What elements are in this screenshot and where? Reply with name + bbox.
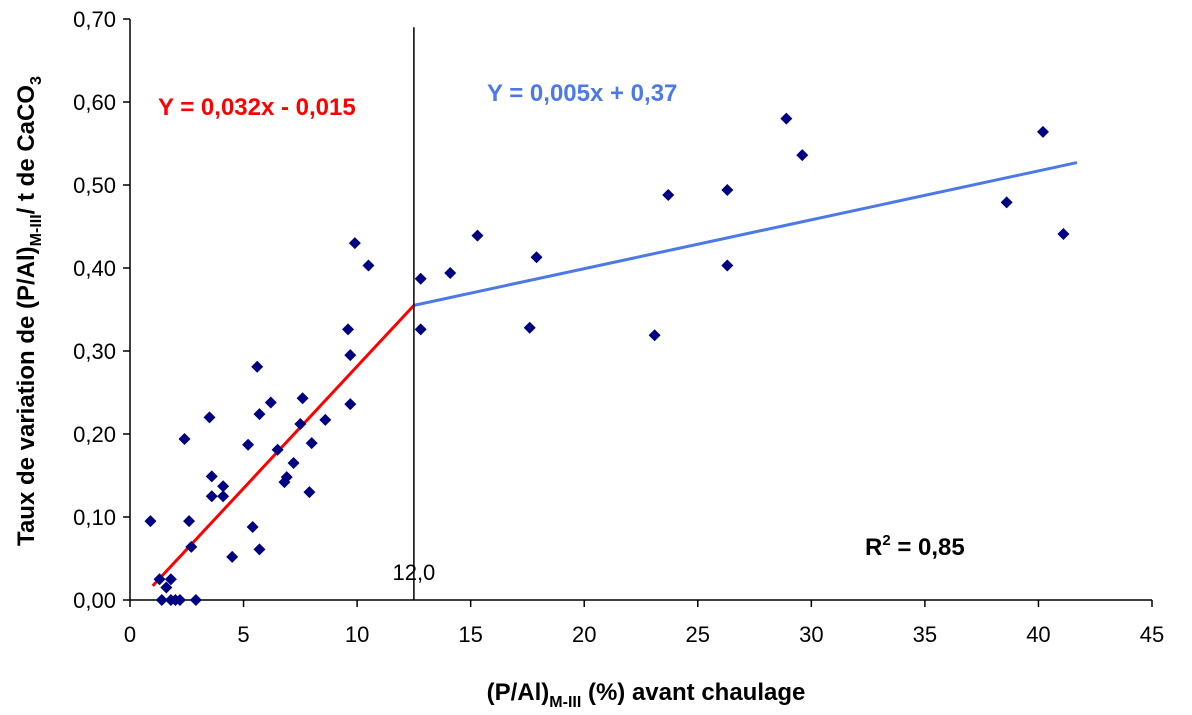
threshold-group: 12,0 (392, 27, 435, 600)
data-point (160, 581, 173, 594)
data-point (253, 543, 266, 556)
x-tick-label: 40 (1026, 622, 1050, 647)
data-point (523, 321, 536, 334)
data-point (203, 411, 216, 424)
x-axis-title-main: (P/Al) (487, 679, 550, 706)
data-point (1036, 125, 1049, 138)
data-point (721, 259, 734, 272)
data-point (205, 490, 218, 503)
data-point (1000, 196, 1013, 209)
data-point (280, 471, 293, 484)
data-point (344, 398, 357, 411)
data-point (530, 251, 543, 264)
data-point (319, 413, 332, 426)
data-point (362, 259, 375, 272)
x-tick-label: 0 (124, 622, 136, 647)
data-point (226, 550, 239, 563)
fit-label-right: Y = 0,005x + 0,37 (487, 80, 677, 107)
fit-line-left (151, 304, 415, 587)
y-axis-title-sub: M-III (28, 214, 45, 246)
data-point (305, 437, 318, 450)
r-squared-sup: 2 (882, 532, 890, 549)
x-axis-title: (P/Al)M-III (%) avant chaulage (487, 679, 806, 711)
data-point (296, 392, 309, 405)
data-points (144, 112, 1070, 606)
data-point (205, 470, 218, 483)
data-point (253, 408, 266, 421)
y-tick-label: 0,20 (73, 422, 116, 447)
y-tick-label: 0,10 (73, 505, 116, 530)
data-point (348, 237, 361, 250)
data-point (271, 443, 284, 456)
y-tick-labels: 0,00 0,10 0,20 0,30 0,40 0,50 0,60 0,70 (73, 7, 116, 613)
data-point (173, 594, 186, 606)
data-point (444, 266, 457, 279)
data-point (246, 520, 259, 533)
axes (123, 18, 1153, 607)
r-squared: R2 = 0,85 (865, 532, 965, 561)
x-tick-label: 25 (686, 622, 710, 647)
y-tick-label: 0,60 (73, 90, 116, 115)
data-point (344, 349, 357, 362)
x-tick-label: 5 (237, 622, 249, 647)
data-point (342, 323, 355, 336)
x-tick-label: 35 (913, 622, 937, 647)
x-tick-label: 10 (345, 622, 369, 647)
fit-label-left: Y = 0,032x - 0,015 (158, 94, 356, 121)
data-point (1057, 227, 1070, 240)
x-tick-label: 45 (1140, 622, 1164, 647)
y-tick-label: 0,50 (73, 173, 116, 198)
data-point (303, 486, 316, 499)
x-tick-labels: 0 5 10 15 20 25 30 35 40 45 (124, 622, 1164, 647)
data-point (294, 418, 307, 431)
data-point (648, 329, 661, 342)
x-tick-label: 15 (458, 622, 482, 647)
x-axis-title-rest: (%) avant chaulage (581, 679, 805, 706)
data-point (185, 540, 198, 553)
fit-line-right (413, 161, 1078, 307)
fit-lines (151, 161, 1078, 587)
y-tick-label: 0,70 (73, 7, 116, 32)
data-point (164, 573, 177, 586)
data-point (471, 229, 484, 242)
data-point (153, 573, 166, 586)
data-point (178, 432, 191, 445)
x-axis-title-sub: M-III (549, 694, 581, 711)
data-point (287, 457, 300, 470)
threshold-label: 12,0 (392, 560, 435, 585)
data-point (183, 515, 196, 528)
y-tick-label: 0,40 (73, 256, 116, 281)
data-point (189, 594, 202, 606)
data-point (217, 480, 230, 493)
y-axis-title-main: Taux de variation de (P/Al) (13, 246, 40, 546)
data-point (414, 323, 427, 336)
y-axis-title: Taux de variation de (P/Al)M-III/ t de C… (13, 76, 45, 546)
r-squared-rest: = 0,85 (891, 534, 965, 561)
data-point (144, 515, 157, 528)
data-point (155, 594, 168, 606)
data-point (414, 272, 427, 285)
r-squared-base: R (865, 534, 882, 561)
y-tick-label: 0,00 (73, 588, 116, 613)
data-point (217, 490, 230, 503)
y-axis-title-sub2: 3 (28, 76, 45, 85)
y-axis-title-mid: / t de CaCO (13, 85, 40, 214)
x-tick-label: 20 (572, 622, 596, 647)
data-point (780, 112, 793, 125)
data-point (662, 188, 675, 201)
data-point (251, 360, 264, 373)
data-point (796, 149, 809, 162)
data-point (242, 438, 255, 451)
data-point (721, 183, 734, 196)
x-tick-label: 30 (799, 622, 823, 647)
y-tick-label: 0,30 (73, 339, 116, 364)
data-point (264, 396, 277, 409)
